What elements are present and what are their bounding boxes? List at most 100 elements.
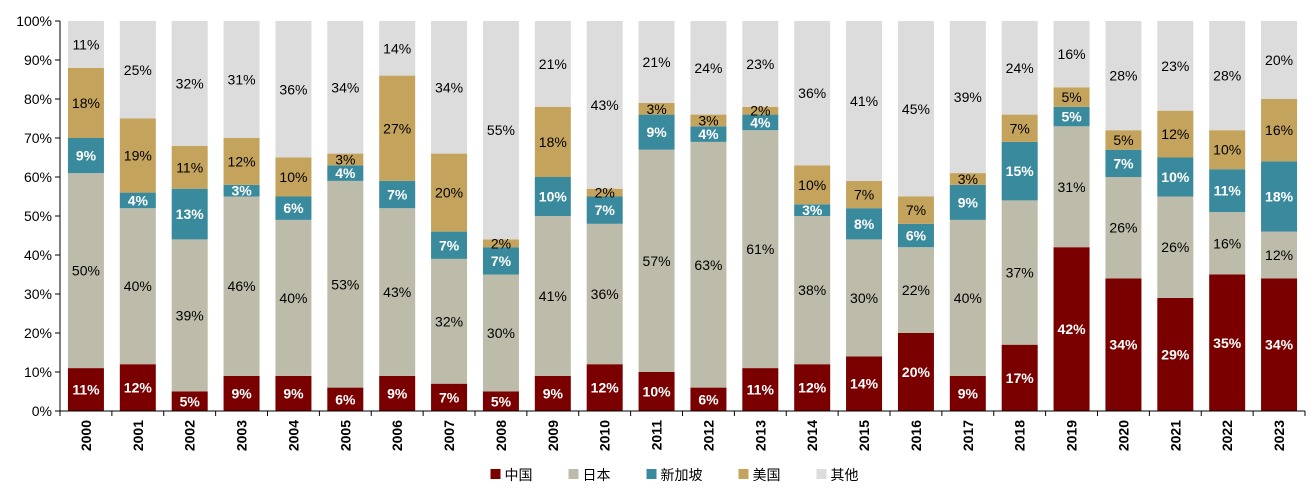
bar-segment-2009-美国: [534, 106, 571, 177]
data-label-2003-日本: 46%: [228, 278, 256, 294]
bar-segment-2002-美国: [171, 145, 208, 189]
bar-segment-2022-美国: [1209, 130, 1246, 170]
data-label-2006-美国: 27%: [383, 120, 411, 136]
bar-segment-2006-新加坡: [379, 180, 416, 209]
data-label-2012-其他: 24%: [694, 60, 722, 76]
bar-segment-2023-新加坡: [1261, 161, 1298, 232]
bar-segment-2011-中国: [638, 372, 675, 411]
data-label-2005-中国: 6%: [335, 391, 356, 407]
bar-segment-2002-新加坡: [171, 188, 208, 240]
data-label-2015-美国: 7%: [854, 187, 874, 203]
bar-segment-2013-中国: [742, 368, 779, 411]
bar-segment-2003-新加坡: [223, 184, 260, 197]
legend-item-中国: 中国: [490, 467, 533, 483]
data-label-2011-日本: 57%: [643, 253, 671, 269]
bar-segment-2003-日本: [223, 196, 260, 376]
data-label-2005-日本: 53%: [331, 276, 359, 292]
data-label-2008-日本: 30%: [487, 325, 515, 341]
data-label-2015-日本: 30%: [850, 290, 878, 306]
bar-segment-2000-中国: [67, 368, 104, 411]
bar-segment-2016-中国: [897, 333, 934, 411]
bar-segment-2001-新加坡: [119, 192, 156, 209]
x-tick-label: 2018: [1012, 420, 1028, 451]
data-label-2020-中国: 34%: [1109, 337, 1138, 353]
data-label-2004-美国: 10%: [279, 169, 307, 185]
data-label-2020-新加坡: 7%: [1113, 155, 1134, 171]
legend-swatch: [490, 469, 501, 479]
bar-segment-2003-其他: [223, 21, 260, 138]
data-label-2022-其他: 28%: [1213, 68, 1241, 84]
data-label-2018-其他: 24%: [1006, 60, 1034, 76]
data-label-2017-新加坡: 9%: [958, 194, 979, 210]
bar-segment-2013-日本: [742, 130, 779, 369]
x-tick-label: 2005: [337, 420, 353, 451]
data-label-2018-美国: 7%: [1010, 120, 1030, 136]
bar-segment-2007-日本: [431, 258, 468, 384]
bar-segment-2012-美国: [690, 114, 727, 127]
bar-segment-2018-新加坡: [1001, 141, 1038, 201]
data-label-2021-美国: 12%: [1161, 126, 1189, 142]
data-label-2012-美国: 3%: [698, 112, 718, 128]
data-label-2004-其他: 36%: [279, 81, 307, 97]
bar-segment-2014-其他: [794, 21, 831, 166]
bar-segment-2011-新加坡: [638, 114, 675, 150]
bar-segment-2006-日本: [379, 208, 416, 376]
bar-segment-2023-日本: [1261, 231, 1298, 279]
legend-label: 中国: [505, 467, 533, 483]
bar-segment-2001-中国: [119, 364, 156, 411]
bar-segment-2010-其他: [586, 21, 623, 189]
x-tick-label: 2011: [649, 420, 665, 451]
data-label-2009-中国: 9%: [543, 385, 564, 401]
data-label-2003-其他: 31%: [228, 72, 256, 88]
legend-swatch: [568, 469, 579, 479]
data-label-2008-中国: 5%: [491, 393, 512, 409]
data-label-2021-新加坡: 10%: [1161, 169, 1190, 185]
data-label-2010-中国: 12%: [591, 380, 620, 396]
data-label-2006-新加坡: 7%: [387, 187, 408, 203]
data-label-2011-美国: 3%: [646, 101, 666, 117]
bar-segment-2002-中国: [171, 391, 208, 411]
y-tick-label: 0%: [32, 403, 52, 419]
bar-segment-2010-日本: [586, 223, 623, 365]
bar-segment-2018-其他: [1001, 21, 1038, 115]
bar-segment-2021-日本: [1157, 196, 1194, 298]
data-label-2013-美国: 2%: [750, 103, 770, 119]
data-label-2023-中国: 34%: [1265, 337, 1294, 353]
data-label-2019-其他: 16%: [1058, 46, 1086, 62]
data-label-2017-其他: 39%: [954, 89, 982, 105]
bar-segment-2012-日本: [690, 141, 727, 388]
data-label-2014-美国: 10%: [798, 177, 826, 193]
data-label-2020-日本: 26%: [1109, 220, 1137, 236]
bar-segment-2009-新加坡: [534, 177, 571, 216]
bar-segment-2014-新加坡: [794, 204, 831, 216]
data-label-2016-其他: 45%: [902, 101, 930, 117]
bar-segment-2015-新加坡: [846, 208, 883, 240]
data-label-2000-新加坡: 9%: [76, 148, 97, 164]
data-label-2001-其他: 25%: [124, 62, 152, 78]
legend-item-新加坡: 新加坡: [646, 467, 703, 483]
data-label-2007-其他: 34%: [435, 79, 463, 95]
data-label-2014-中国: 12%: [798, 380, 827, 396]
data-label-2020-美国: 5%: [1113, 132, 1133, 148]
data-label-2002-日本: 39%: [176, 307, 204, 323]
x-tick-label: 2017: [960, 420, 976, 451]
bar-segment-2002-其他: [171, 21, 208, 146]
bar-segment-2022-中国: [1209, 274, 1246, 411]
bar-segment-2019-新加坡: [1053, 106, 1090, 127]
x-tick-label: 2008: [493, 420, 509, 451]
bar-segment-2020-美国: [1105, 130, 1142, 150]
bar-segment-2000-美国: [67, 67, 104, 138]
data-label-2005-新加坡: 4%: [335, 165, 356, 181]
bar-segment-2009-中国: [534, 375, 571, 411]
data-label-2005-美国: 3%: [335, 151, 355, 167]
legend-item-美国: 美国: [738, 467, 781, 483]
x-tick-label: 2015: [856, 420, 872, 451]
data-label-2008-其他: 55%: [487, 122, 515, 138]
legend-swatch: [738, 469, 749, 479]
bar-segment-2006-中国: [379, 375, 416, 411]
data-label-2022-中国: 35%: [1213, 335, 1242, 351]
bar-segment-2017-新加坡: [949, 184, 986, 220]
bar-segment-2005-日本: [327, 180, 364, 388]
data-label-2016-新加坡: 6%: [906, 228, 927, 244]
x-tick-label: 2021: [1167, 420, 1183, 451]
